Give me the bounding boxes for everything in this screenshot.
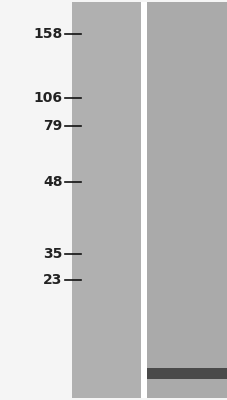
- Text: 23: 23: [43, 273, 62, 287]
- Bar: [141, 2, 146, 398]
- Bar: [72, 2, 141, 398]
- Text: 106: 106: [34, 91, 62, 105]
- Text: 158: 158: [33, 27, 62, 41]
- Bar: [146, 368, 226, 379]
- Bar: [146, 2, 226, 398]
- Text: 35: 35: [43, 247, 62, 261]
- Text: 48: 48: [43, 175, 62, 189]
- Text: 79: 79: [43, 119, 62, 133]
